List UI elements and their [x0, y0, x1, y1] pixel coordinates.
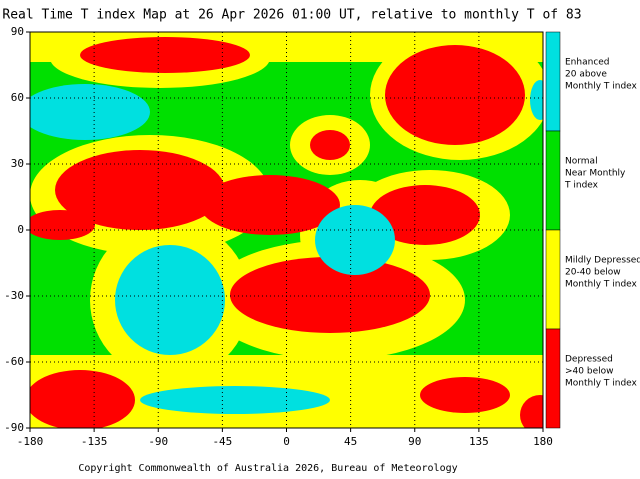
legend-label: Enhanced	[565, 58, 610, 68]
legend-swatch	[545, 31, 561, 132]
map-title: Real Time T index Map at 26 Apr 2026 01:…	[2, 8, 581, 23]
y-tick-label: -30	[4, 289, 24, 302]
legend-label: 20 above	[565, 70, 607, 80]
y-tick-label: 60	[11, 91, 24, 104]
x-tick-label: 45	[344, 435, 357, 448]
legend-swatch	[545, 229, 561, 330]
legend-label: T index	[564, 181, 599, 191]
copyright: Copyright Commonwealth of Australia 2026…	[78, 463, 457, 474]
x-tick-label: 135	[469, 435, 489, 448]
y-tick-label: -90	[4, 421, 24, 434]
legend-label: 20-40 below	[565, 268, 621, 278]
legend-label: Monthly T index	[565, 280, 638, 290]
legend-label: Monthly T index	[565, 379, 638, 389]
x-tick-label: 0	[283, 435, 290, 448]
map-field	[30, 32, 543, 428]
legend-label: Near Monthly	[565, 169, 626, 179]
y-tick-label: -60	[4, 355, 24, 368]
legend-label: Mildly Depressed	[565, 256, 640, 266]
y-tick-label: 0	[17, 223, 24, 236]
legend-label: Normal	[565, 157, 598, 167]
x-tick-label: -135	[81, 435, 108, 448]
x-tick-label: -180	[17, 435, 44, 448]
x-tick-label: 180	[533, 435, 553, 448]
legend-swatch	[545, 130, 561, 231]
legend-label: >40 below	[565, 367, 613, 377]
legend-swatch	[545, 328, 561, 429]
x-tick-label: -90	[148, 435, 168, 448]
x-tick-label: -45	[212, 435, 232, 448]
y-tick-label: 30	[11, 157, 24, 170]
y-tick-label: 90	[11, 25, 24, 38]
legend-label: Depressed	[565, 355, 613, 365]
legend-label: Monthly T index	[565, 82, 638, 92]
x-tick-label: 90	[408, 435, 421, 448]
